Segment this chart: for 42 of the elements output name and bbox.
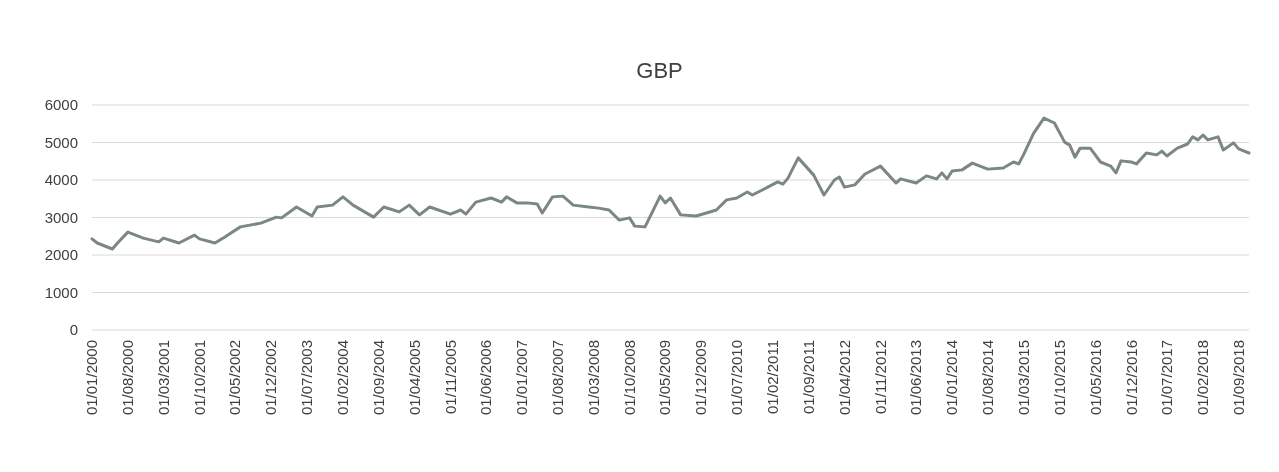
x-tick-label: 01/01/2000 <box>83 340 101 416</box>
x-tick-label: 01/07/2017 <box>1158 340 1176 416</box>
line-series <box>90 116 1251 251</box>
x-tick-label: 01/06/2006 <box>477 340 495 416</box>
y-tick-label: 4000 <box>44 171 78 189</box>
x-tick-label: 01/08/2007 <box>548 340 566 416</box>
x-tick-label: 01/03/2001 <box>154 340 172 416</box>
x-tick-label: 01/12/2016 <box>1122 340 1140 416</box>
y-tick-label: 3000 <box>44 208 78 226</box>
x-tick-label: 01/07/2010 <box>728 340 746 416</box>
x-tick-label: 01/08/2000 <box>119 340 137 416</box>
x-tick-label: 01/05/2009 <box>656 340 674 416</box>
x-tick-label: 01/12/2002 <box>262 340 280 416</box>
y-tick-label: 5000 <box>44 133 78 151</box>
x-tick-label: 01/02/2018 <box>1194 340 1212 416</box>
x-tick-label: 01/09/2018 <box>1229 340 1247 416</box>
y-tick-label: 1000 <box>44 283 78 301</box>
x-tick-label: 01/01/2014 <box>943 340 961 416</box>
x-tick-label: 01/08/2014 <box>979 340 997 416</box>
x-tick-label: 01/03/2008 <box>584 340 602 416</box>
x-tick-label: 01/12/2009 <box>692 340 710 416</box>
x-tick-label: 01/10/2001 <box>190 340 208 416</box>
x-tick-label: 01/10/2015 <box>1050 340 1068 416</box>
x-tick-label: 01/11/2012 <box>871 340 889 414</box>
x-tick-label: 01/02/2011 <box>764 340 782 414</box>
x-tick-label: 01/03/2015 <box>1014 340 1032 416</box>
x-tick-label: 01/01/2007 <box>513 340 531 416</box>
x-tick-label: 01/07/2003 <box>298 340 316 416</box>
x-tick-label: 01/10/2008 <box>620 340 638 416</box>
x-tick-label: 01/09/2011 <box>799 340 817 414</box>
x-tick-label: 01/02/2004 <box>334 340 352 416</box>
y-tick-label: 6000 <box>44 96 78 114</box>
x-tick-label: 01/11/2005 <box>441 340 459 414</box>
x-tick-label: 01/04/2012 <box>835 340 853 416</box>
x-tick-label: 01/05/2016 <box>1086 340 1104 416</box>
chart-title: GBP <box>636 58 683 83</box>
x-tick-label: 01/09/2004 <box>370 340 388 416</box>
x-tick-label: 01/06/2013 <box>907 340 925 416</box>
y-tick-label: 2000 <box>44 246 78 264</box>
x-tick-label: 01/04/2005 <box>405 340 423 416</box>
y-tick-label: 0 <box>69 321 78 339</box>
x-tick-label: 01/05/2002 <box>226 340 244 416</box>
